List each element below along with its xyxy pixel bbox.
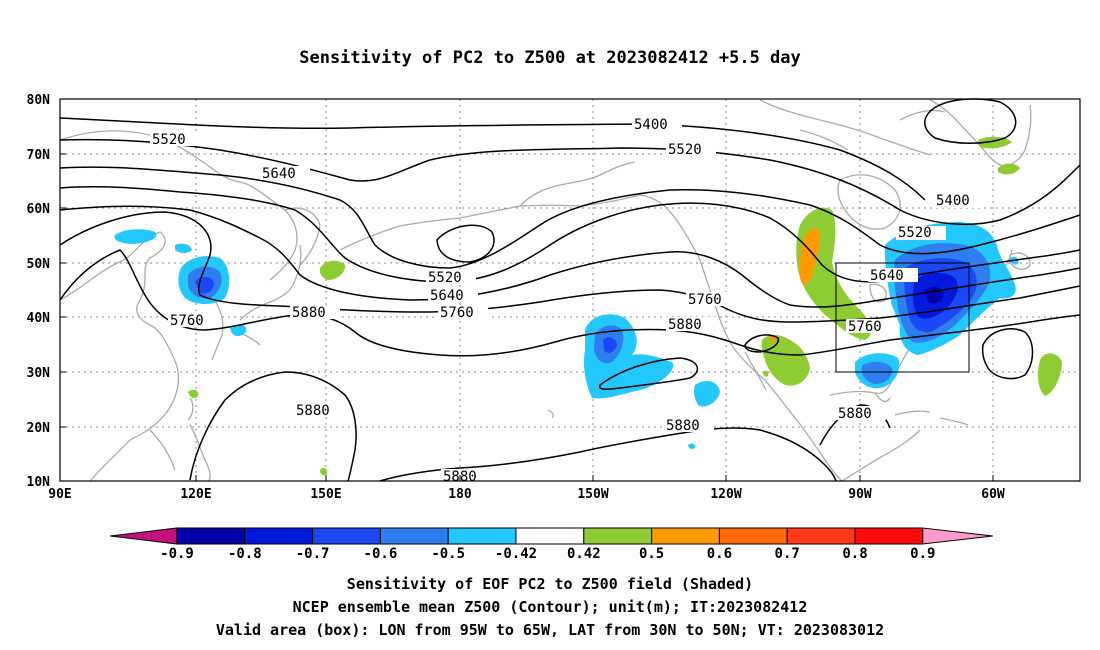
lat-label: 80N bbox=[27, 93, 51, 108]
lon-label: 180 bbox=[448, 487, 472, 502]
colorbar-segment bbox=[312, 527, 381, 545]
lon-label: 120E bbox=[180, 487, 211, 502]
contour-label: 5880 bbox=[296, 403, 330, 419]
contour-label: 5640 bbox=[870, 268, 904, 284]
contour-label: 5520 bbox=[898, 225, 932, 241]
map-grid bbox=[60, 99, 1080, 481]
colorbar-label: -0.7 bbox=[296, 546, 330, 562]
colorbar-label: 0.9 bbox=[910, 546, 935, 562]
colorbar-segment bbox=[786, 527, 856, 545]
colorbar-high-arrow bbox=[922, 527, 993, 545]
colorbar-label: 0.42 bbox=[567, 546, 601, 562]
colorbar-label: -0.9 bbox=[160, 546, 194, 562]
colorbar-segment bbox=[244, 527, 314, 545]
colorbar-segment bbox=[854, 527, 924, 545]
contour-label: 5520 bbox=[428, 270, 462, 286]
colorbar-segment bbox=[651, 527, 720, 545]
colorbar-segment bbox=[515, 527, 585, 545]
contour-label: 5760 bbox=[848, 319, 882, 335]
colorbar-label: 0.5 bbox=[639, 546, 664, 562]
contour-label: 5520 bbox=[668, 142, 702, 158]
colorbar-label: 0.8 bbox=[842, 546, 867, 562]
contour-label: 5880 bbox=[292, 305, 326, 321]
contour-label: 5400 bbox=[634, 117, 668, 133]
footer-line-2: NCEP ensemble mean Z500 (Contour); unit(… bbox=[292, 598, 808, 616]
contour-label: 5760 bbox=[440, 305, 474, 321]
colorbar-segment bbox=[447, 527, 517, 545]
contour-label: 5640 bbox=[430, 288, 464, 304]
coastlines bbox=[59, 99, 1032, 482]
colorbar-label: 0.7 bbox=[775, 546, 800, 562]
map-frame bbox=[59, 98, 1081, 482]
lat-label: 50N bbox=[27, 257, 51, 272]
colorbar-label: -0.5 bbox=[431, 546, 465, 562]
lon-label: 60W bbox=[981, 487, 1005, 502]
colorbar-segment bbox=[176, 527, 246, 545]
lon-label: 150W bbox=[577, 487, 608, 502]
lat-label: 20N bbox=[27, 421, 51, 436]
chart-title: Sensitivity of PC2 to Z500 at 2023082412… bbox=[299, 48, 801, 68]
contour-label: 5880 bbox=[838, 406, 872, 422]
contour-label: 5760 bbox=[170, 313, 204, 329]
contour-label: 5880 bbox=[666, 418, 700, 434]
colorbar-low-arrow bbox=[109, 527, 178, 545]
contour-label: 5400 bbox=[936, 193, 970, 209]
colorbar: -0.9 -0.8 -0.7 -0.6 -0.5 -0.42 0.42 0.5 0.6 0.7 0.… bbox=[109, 527, 993, 562]
colorbar-label: -0.6 bbox=[364, 546, 398, 562]
footer-line-1: Sensitivity of EOF PC2 to Z500 field (Sh… bbox=[346, 575, 754, 593]
contour-label: 5880 bbox=[668, 317, 702, 333]
contour-label: 5760 bbox=[688, 292, 722, 308]
lon-label: 150E bbox=[310, 487, 341, 502]
colorbar-segment bbox=[583, 527, 653, 545]
z500-contours bbox=[59, 98, 1081, 482]
lat-label: 10N bbox=[27, 475, 51, 490]
contour-label: 5640 bbox=[262, 166, 296, 182]
lon-label: 120W bbox=[710, 487, 741, 502]
colorbar-segment bbox=[379, 527, 449, 545]
colorbar-label: -0.42 bbox=[495, 546, 537, 562]
lat-label: 60N bbox=[27, 202, 51, 217]
lat-label: 70N bbox=[27, 148, 51, 163]
lat-label: 30N bbox=[27, 366, 51, 381]
footer-line-3: Valid area (box): LON from 95W to 65W, L… bbox=[215, 621, 885, 639]
lat-label: 40N bbox=[27, 311, 51, 326]
valid-area-box bbox=[835, 262, 970, 373]
lon-label: 90E bbox=[48, 487, 71, 502]
contour-label: 5520 bbox=[152, 132, 186, 148]
colorbar-label: 0.6 bbox=[707, 546, 732, 562]
lon-label: 90W bbox=[848, 487, 872, 502]
colorbar-segment bbox=[718, 527, 788, 545]
colorbar-label: -0.8 bbox=[228, 546, 262, 562]
